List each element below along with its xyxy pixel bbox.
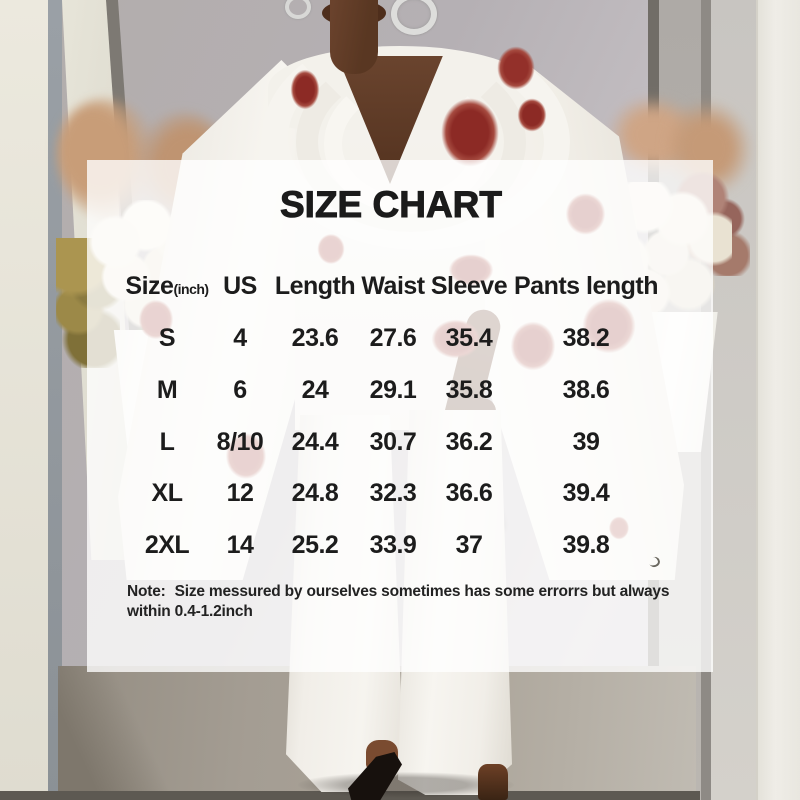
cell-pants-length: 39.4 — [562, 479, 610, 507]
column-header-length: Length — [274, 272, 356, 300]
table-row-m: M 6 24 29.1 35.8 38.6 — [87, 376, 713, 406]
table-header-row: Size(inch) US Length Waist Sleeve Pants … — [87, 272, 713, 302]
column-header-waist: Waist — [361, 272, 425, 300]
cell-sleeve: 37 — [455, 531, 483, 559]
cell-length: 23.6 — [291, 324, 339, 352]
cell-waist: 29.1 — [369, 376, 417, 404]
table-row-2xl: 2XL 14 25.2 33.9 37 39.8 — [87, 531, 713, 561]
table-row-s: S 4 23.6 27.6 35.4 38.2 — [87, 324, 713, 354]
column-header-size: Size(inch) — [125, 272, 209, 303]
model-foot-right — [478, 764, 508, 800]
earring-left-icon — [285, 0, 311, 19]
cell-us: 4 — [233, 324, 247, 352]
floor-shadow — [58, 666, 208, 800]
cell-us: 12 — [226, 479, 254, 507]
size-chart-panel: SIZE CHART Size(inch) US Length Waist Sl… — [87, 160, 713, 672]
column-header-us: US — [223, 272, 257, 300]
column-header-pants-length: Pants length — [513, 272, 659, 300]
size-label: Size — [125, 272, 174, 300]
cell-length: 24.8 — [291, 479, 339, 507]
cell-pants-length: 39 — [572, 428, 600, 456]
cell-length: 24.4 — [291, 428, 339, 456]
note-label: Note: — [127, 583, 166, 600]
cell-waist: 33.9 — [369, 531, 417, 559]
size-unit-label: (inch) — [173, 281, 209, 297]
table-row-xl: XL 12 24.8 32.3 36.6 39.4 — [87, 479, 713, 509]
table-row-l: L 8/10 24.4 30.7 36.2 39 — [87, 428, 713, 458]
cell-size: 2XL — [144, 531, 190, 559]
cell-length: 25.2 — [291, 531, 339, 559]
cell-us: 8/10 — [216, 428, 264, 456]
cell-us: 6 — [233, 376, 247, 404]
note: Note: Size messured by ourselves sometime… — [127, 582, 712, 622]
cell-us: 14 — [226, 531, 254, 559]
cell-sleeve: 36.6 — [445, 479, 493, 507]
cell-pants-length: 39.8 — [562, 531, 610, 559]
cell-size: L — [159, 428, 175, 456]
note-text: Size messured by ourselves sometimes has… — [127, 583, 670, 620]
cell-pants-length: 38.2 — [562, 324, 610, 352]
left-panel-trim — [48, 0, 62, 800]
cell-size: M — [156, 376, 178, 404]
column-header-sleeve: Sleeve — [430, 272, 508, 300]
cell-pants-length: 38.6 — [562, 376, 610, 404]
cell-size: XL — [151, 479, 183, 507]
left-cream-panel — [0, 0, 48, 800]
right-door-frame — [756, 0, 800, 800]
size-chart-title: SIZE CHART — [280, 184, 503, 225]
cell-waist: 30.7 — [369, 428, 417, 456]
cell-size: S — [158, 324, 176, 352]
cell-waist: 27.6 — [369, 324, 417, 352]
cell-sleeve: 35.8 — [445, 376, 493, 404]
cell-sleeve: 36.2 — [445, 428, 493, 456]
cell-length: 24 — [301, 376, 329, 404]
cell-sleeve: 35.4 — [445, 324, 493, 352]
cell-waist: 32.3 — [369, 479, 417, 507]
